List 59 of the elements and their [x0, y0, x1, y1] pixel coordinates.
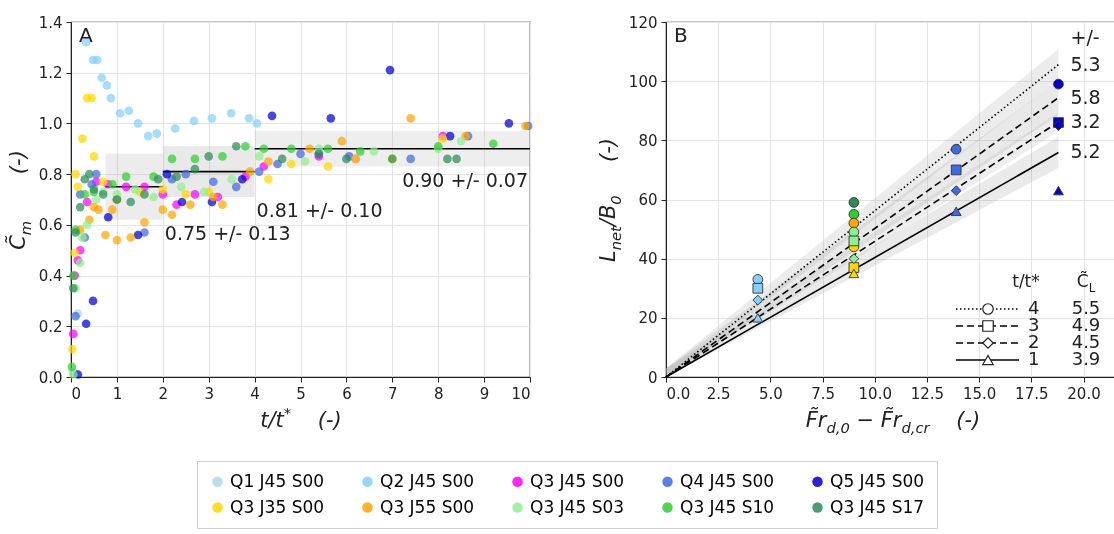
- y-tick-label: 0.8: [38, 165, 63, 184]
- legend-label: Q3 J45 S00: [530, 470, 625, 491]
- annotation: 0.81 +/- 0.10: [256, 198, 383, 221]
- y-tick-label: 1.4: [38, 13, 63, 32]
- x-tick-label: 7.5: [811, 384, 835, 403]
- x-tick-label: 0: [71, 384, 82, 403]
- text: F̃r$_{d,0}$ − F̃r$_{d,cr}$ (-): [805, 407, 981, 436]
- x-tick-label: 6: [342, 384, 352, 403]
- x-tick-label: 8: [433, 384, 444, 403]
- legend-label: Q3 J45 S10: [680, 496, 775, 517]
- x-tick-label: 7: [388, 384, 398, 403]
- y-tick-label: 0.4: [38, 267, 63, 286]
- x-tick-label: 2.5: [706, 384, 731, 403]
- legend-label: Q4 J45 S00: [680, 470, 775, 491]
- y-tick-label: 120: [628, 13, 658, 32]
- text: t/t$^{*}$ (-): [260, 404, 342, 432]
- chart-title: A: [79, 23, 93, 47]
- legend-label: Q5 J45 S00: [830, 470, 925, 491]
- x-tick-label: 20.0: [1067, 384, 1101, 403]
- legend-title: t/t*: [1012, 271, 1040, 291]
- x-tick-label: 0.0: [666, 384, 691, 403]
- y-tick-label: 100: [628, 72, 658, 91]
- legend-label: Q1 J45 S00: [230, 470, 325, 491]
- legend-label: Q2 J45 S00: [380, 470, 475, 491]
- legend-label: Q3 J45 S17: [830, 496, 925, 517]
- y-tick-label: 0.2: [38, 317, 63, 336]
- y-tick-label: 40: [638, 250, 658, 269]
- x-tick-label: 2: [158, 384, 169, 403]
- y-tick-label: 60: [638, 191, 658, 209]
- legend-label: Q3 J45 S03: [530, 496, 625, 517]
- annotation: 0.90 +/- 0.07: [402, 168, 528, 191]
- y-tick-label: 1.2: [38, 64, 63, 83]
- x-tick-label: 5.0: [758, 384, 783, 403]
- legend-label: Q3 J35 S00: [230, 496, 325, 517]
- annotation: 5.8: [1070, 85, 1101, 108]
- annotation: 0.75 +/- 0.13: [164, 221, 291, 244]
- x-tick-label: 3: [204, 384, 214, 403]
- chart-title: B: [674, 23, 688, 47]
- y-tick-label: 0.6: [38, 216, 63, 235]
- x-tick-label: 1: [112, 384, 123, 403]
- x-tick-label: 10.0: [858, 384, 892, 403]
- x-tick-label: 10: [511, 384, 531, 403]
- y-tick-label: 80: [638, 131, 658, 150]
- x-tick-label: 9: [479, 384, 490, 403]
- y-tick-label: 0: [647, 368, 658, 387]
- legend-label: Q3 J55 S00: [380, 496, 475, 517]
- x-tick-label: 17.5: [1015, 384, 1049, 403]
- y-tick-label: 0.0: [38, 368, 63, 387]
- x-tick-label: 12.5: [910, 384, 945, 403]
- y-tick-label: 1.0: [38, 114, 63, 133]
- annotation: +/-: [1070, 25, 1100, 48]
- x-tick-label: 5: [296, 384, 306, 403]
- annotation: 5.2: [1070, 140, 1101, 163]
- x-tick-label: 15.0: [962, 384, 997, 403]
- annotation: 3.2: [1070, 109, 1101, 132]
- annotation: C̃$_{L}$: [1076, 270, 1096, 296]
- annotation: 5.3: [1070, 52, 1101, 75]
- y-tick-label: 20: [638, 309, 658, 328]
- x-tick-label: 4: [250, 384, 260, 403]
